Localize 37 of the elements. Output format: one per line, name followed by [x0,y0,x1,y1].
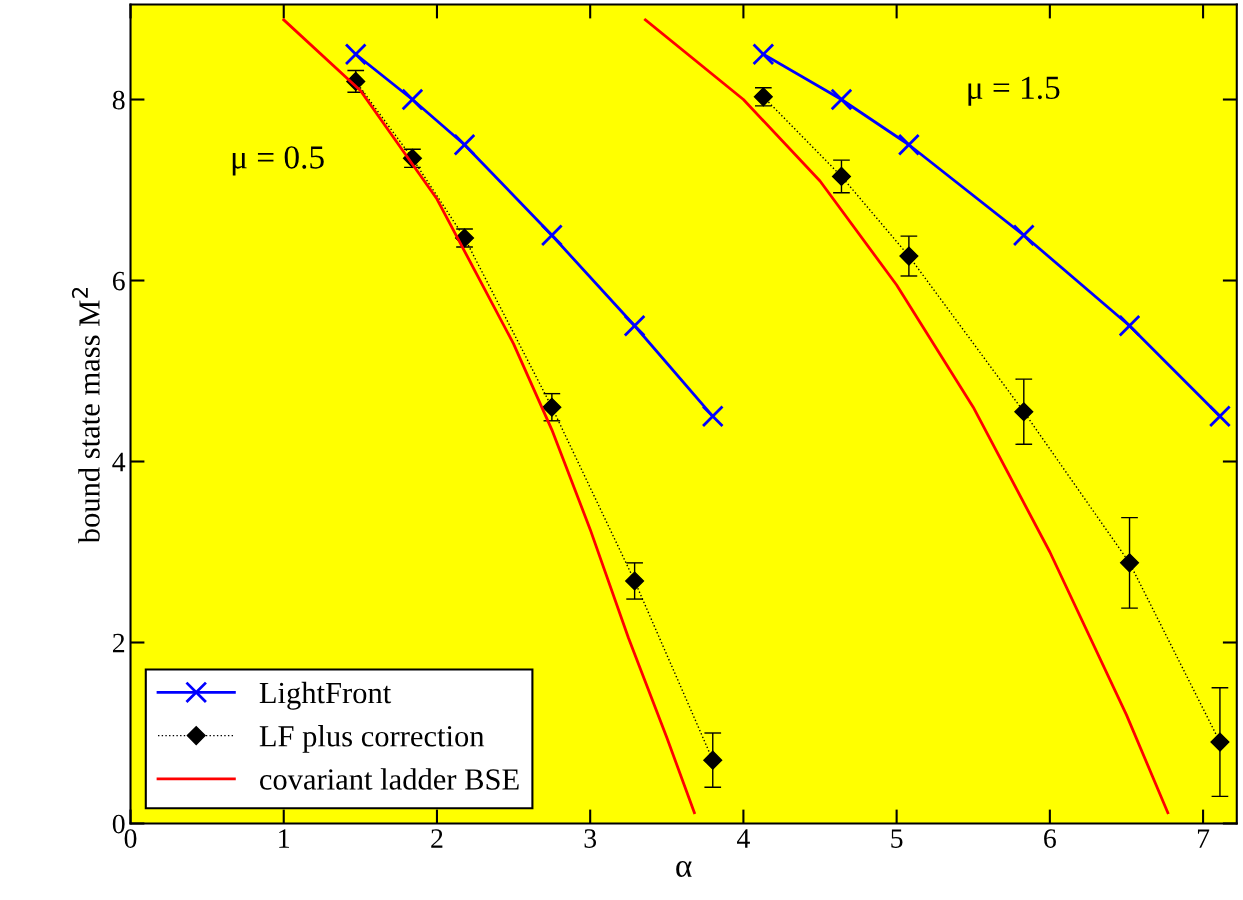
point [703,750,723,770]
point [453,133,476,156]
x-tick-label: 7 [1197,829,1210,848]
legend-label: LightFront [259,681,392,710]
point [1208,405,1232,428]
annotation: μ = 1.5 [968,76,1060,106]
x-tick-label: 2 [431,829,443,848]
point [752,43,775,66]
y-tick-label: 4 [112,452,126,472]
point [830,88,853,111]
legend-label: LF plus correction [259,725,485,753]
x-tick-label: 6 [1044,829,1056,848]
y-tick-label: 6 [112,271,125,291]
point [1119,553,1140,573]
point [1014,402,1034,422]
line-series [643,18,1170,815]
point [540,224,563,247]
point [701,405,724,428]
annotation: μ = 0.5 [232,146,324,176]
point [1012,224,1035,247]
point [625,571,645,591]
point [897,133,920,156]
x-tick-label: 0 [124,829,137,848]
legend-label: covariant ladder BSE [260,768,519,790]
point [1118,314,1141,337]
y-tick-label: 8 [112,90,125,110]
x-tick-label: 3 [584,829,597,848]
x-tick-label: 4 [737,829,750,848]
point [344,43,367,66]
y-tick-label: 0 [112,814,125,834]
point [623,314,646,337]
y-tick-label: 2 [112,633,125,653]
x-tick-label: 5 [891,829,903,848]
y-axis-title: bound state mass M$^{2}$ [71,287,100,544]
x-tick-label: 1 [279,829,290,848]
x-axis-title: α [676,860,692,878]
point [401,88,424,111]
